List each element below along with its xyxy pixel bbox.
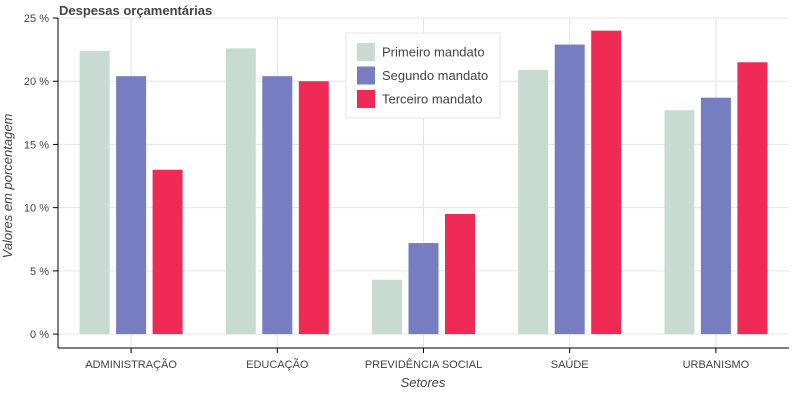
bar	[445, 213, 475, 335]
bar	[372, 279, 402, 335]
x-axis-ticks: ADMINISTRAÇÃO EDUCAÇÃO PREVIDÊNCIA SOCIAL S…	[85, 348, 750, 371]
bar	[737, 62, 768, 335]
bar	[554, 44, 585, 335]
x-tick-label: SAÚDE	[551, 358, 589, 371]
chart-title: Despesas orçamentárias	[59, 3, 212, 18]
legend-swatch	[357, 66, 375, 85]
legend: Primeiro mandato Segundo mandato Terceiro …	[345, 32, 501, 119]
bar	[591, 30, 622, 335]
bar	[225, 48, 256, 335]
y-tick-label: 0 %	[30, 329, 49, 341]
y-tick-label: 15 %	[24, 139, 49, 151]
legend-swatch	[357, 43, 375, 61]
legend-swatch	[357, 90, 375, 108]
bar	[298, 81, 329, 335]
bar	[700, 97, 731, 335]
bar	[116, 76, 147, 335]
y-tick-label: 5 %	[30, 266, 49, 278]
legend-label: Primeiro mandato	[382, 45, 485, 60]
bar	[79, 50, 110, 335]
y-tick-label: 25 %	[24, 13, 49, 25]
bars	[79, 30, 768, 335]
legend-label: Terceiro mandato	[382, 92, 482, 107]
x-tick-label: EDUCAÇÃO	[246, 358, 309, 371]
bar	[518, 69, 549, 335]
y-axis-label: Valores em porcentagem	[0, 113, 15, 258]
x-tick-label: PREVIDÊNCIA SOCIAL	[365, 358, 482, 371]
x-axis-label: Setores	[401, 375, 446, 390]
bar	[152, 169, 183, 335]
bar	[408, 243, 439, 335]
x-tick-label: URBANISMO	[683, 359, 750, 371]
y-tick-label: 10 %	[24, 203, 49, 215]
y-axis-ticks: 0 % 5 % 10 % 15 % 20 % 25 %	[24, 13, 58, 341]
x-tick-label: ADMINISTRAÇÃO	[85, 358, 177, 371]
bar	[664, 110, 695, 335]
bar	[262, 76, 293, 335]
legend-label: Segundo mandato	[382, 68, 488, 83]
y-tick-label: 20 %	[24, 76, 49, 88]
